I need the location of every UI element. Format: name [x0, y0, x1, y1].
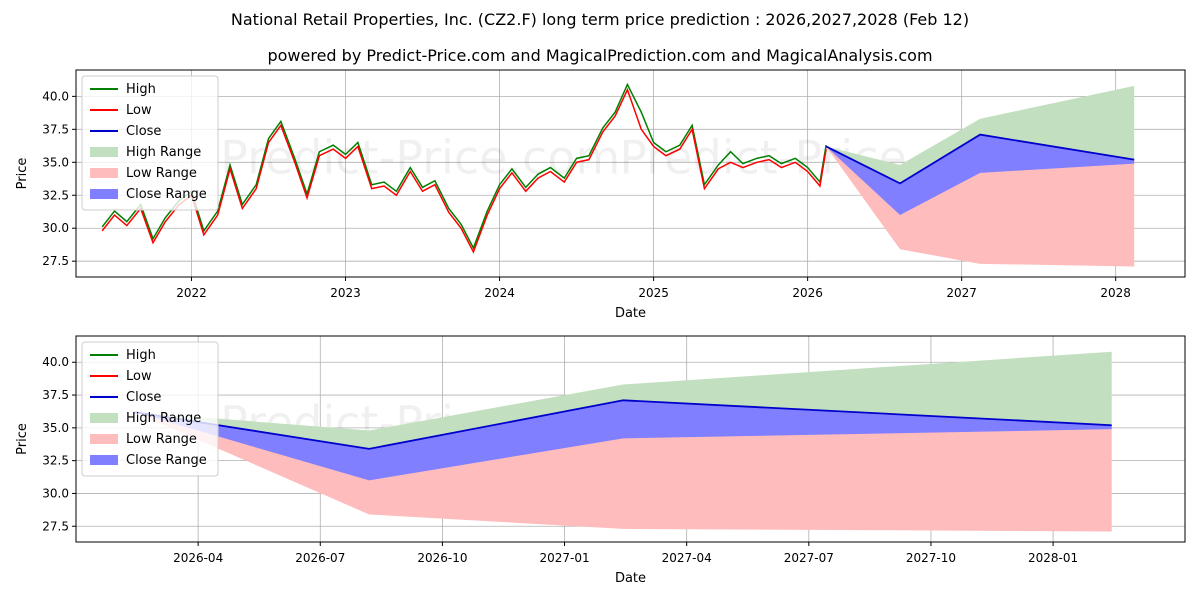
watermark: Predict-Price.com [220, 131, 620, 185]
close-line [134, 399, 1112, 450]
legend-label: Low [126, 369, 152, 384]
y-tick-label: 30.0 [42, 221, 69, 235]
x-axis-label: Date [615, 571, 646, 586]
y-tick-label: 30.0 [42, 486, 69, 500]
legend-label: Close [126, 124, 161, 139]
x-tick-label: 2027-07 [784, 551, 834, 565]
y-tick-label: 27.5 [42, 254, 69, 268]
legend-label: Close [126, 390, 161, 405]
y-tick-label: 35.0 [42, 421, 69, 435]
legend-swatch [90, 147, 118, 157]
x-tick-label: 2025 [638, 286, 669, 300]
legend-label: Close Range [126, 453, 207, 468]
close-line [825, 133, 1135, 185]
legend-swatch [90, 455, 118, 465]
y-tick-label: 35.0 [42, 155, 69, 169]
axes-frame [75, 69, 1186, 278]
legend-label: High Range [126, 411, 201, 426]
x-tick-label: 2027 [946, 286, 977, 300]
x-tick-label: 2027-10 [906, 551, 956, 565]
x-tick-label: 2026-10 [417, 551, 467, 565]
x-tick-label: 2028-01 [1028, 551, 1078, 565]
chart-title: National Retail Properties, Inc. (CZ2.F)… [230, 10, 970, 29]
x-tick-label: 2024 [484, 286, 515, 300]
legend-label: High [126, 348, 156, 363]
y-tick-label: 40.0 [42, 355, 69, 369]
legend-swatch [90, 434, 118, 444]
chart-subtitle: powered by Predict-Price.com and Magical… [267, 46, 933, 65]
legend-label: Low [126, 103, 152, 118]
x-tick-label: 2027-01 [539, 551, 589, 565]
axes-frame [75, 335, 1186, 543]
legend-swatch [90, 168, 118, 178]
y-axis-label: Price [15, 423, 30, 455]
low-line [101, 87, 827, 254]
x-tick-label: 2023 [330, 286, 361, 300]
x-tick-label: 2022 [176, 286, 207, 300]
plot-area [134, 351, 1112, 532]
close-range-band [134, 400, 1112, 481]
x-tick-label: 2026-07 [295, 551, 345, 565]
legend-label: Low Range [126, 166, 197, 181]
y-tick-label: 37.5 [42, 388, 69, 402]
legend-swatch [90, 189, 118, 199]
legend-swatch [90, 413, 118, 423]
y-axis-label: Price [15, 158, 30, 190]
legend: High Low Close High Range Low Range Close Ran… [81, 341, 219, 477]
legend-label: Close Range [126, 187, 207, 202]
y-tick-label: 32.5 [42, 188, 69, 202]
legend-label: High [126, 82, 156, 97]
x-tick-label: 2028 [1100, 286, 1131, 300]
x-axis-label: Date [615, 306, 646, 321]
legend: High Low Close High Range Low Range Close Ran… [81, 75, 219, 211]
close-range-band [826, 134, 1135, 216]
y-tick-label: 40.0 [42, 89, 69, 103]
high-line [101, 82, 827, 250]
y-tick-label: 32.5 [42, 454, 69, 468]
legend-label: High Range [126, 145, 201, 160]
x-tick-label: 2026 [792, 286, 823, 300]
y-tick-label: 37.5 [42, 122, 69, 136]
bottom-panel: Predict-Price.comPredict-Price.com2026-0… [15, 335, 1186, 586]
x-tick-label: 2027-04 [662, 551, 712, 565]
y-tick-label: 27.5 [42, 519, 69, 533]
plot-area [101, 82, 1135, 267]
x-tick-label: 2026-04 [173, 551, 223, 565]
legend-label: Low Range [126, 432, 197, 447]
